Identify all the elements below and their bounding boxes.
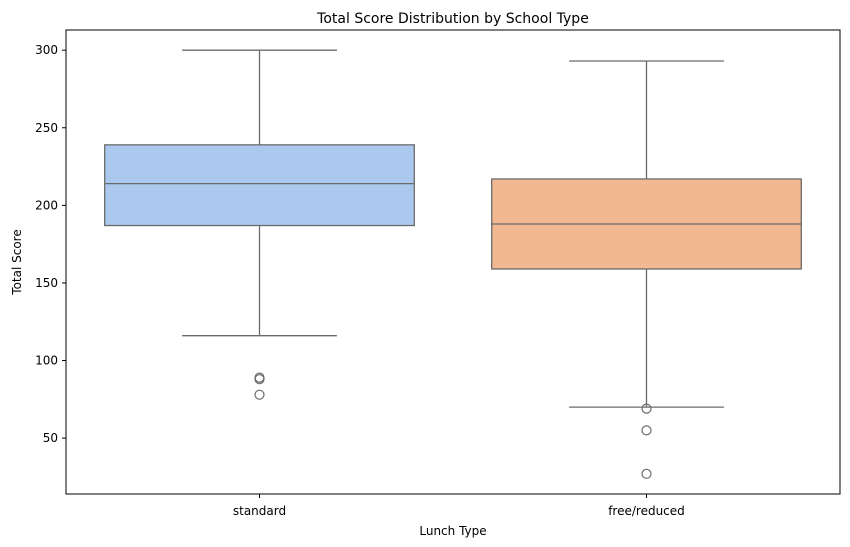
box-group-1: [491, 60, 802, 479]
y-axis-label: Total Score: [10, 229, 24, 295]
y-tick-label: 300: [35, 43, 58, 57]
outlier-point: [254, 389, 265, 400]
plot-frame: [65, 29, 841, 495]
x-axis: standard free/reduced: [233, 494, 685, 518]
chart-title: Total Score Distribution by School Type: [316, 11, 589, 27]
iqr-box: [104, 144, 415, 227]
y-tick-label: 50: [43, 431, 58, 445]
outlier-point: [641, 425, 652, 436]
y-tick-label: 250: [35, 121, 58, 135]
x-tick-label: free/reduced: [608, 504, 685, 518]
outlier-point: [641, 403, 652, 414]
box-group-0: [104, 49, 415, 400]
y-tick-label: 100: [35, 354, 58, 368]
plot-area: [104, 49, 802, 479]
y-tick-label: 200: [35, 198, 58, 212]
x-axis-label: Lunch Type: [419, 524, 486, 538]
outlier-point: [254, 374, 265, 385]
y-tick-label: 150: [35, 276, 58, 290]
x-tick-label: standard: [233, 504, 286, 518]
outlier-point: [641, 468, 652, 479]
y-axis: 50 100 150 200 250 300: [35, 43, 66, 445]
